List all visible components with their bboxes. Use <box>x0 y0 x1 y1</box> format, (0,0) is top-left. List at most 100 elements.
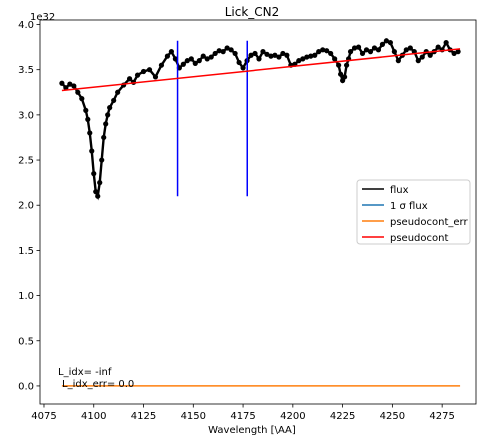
flux-point-64 <box>304 54 310 60</box>
y-tick-label-8: 4.0 <box>18 20 34 31</box>
x-tick-label-8: 4275 <box>429 411 454 422</box>
x-tick-label-2: 4125 <box>131 411 156 422</box>
x-tick-label-4: 4175 <box>230 411 255 422</box>
flux-point-25 <box>140 68 147 75</box>
flux-point-6 <box>83 107 89 113</box>
flux-point-42 <box>216 48 222 54</box>
flux-point-75 <box>342 74 348 80</box>
flux-point-92 <box>403 47 409 53</box>
y-offset-text: 1e32 <box>30 12 55 23</box>
legend-label-sigma-flux: 1 σ flux <box>390 201 428 212</box>
y-tick-label-6: 3.0 <box>18 110 34 121</box>
annotation-l-idx-err: L_idx_err= 0.0 <box>62 379 134 390</box>
flux-point-87 <box>383 38 390 44</box>
flux-point-58 <box>280 50 286 57</box>
x-tick-label-5: 4200 <box>280 411 305 422</box>
y-tick-label-0: 0.0 <box>18 381 34 392</box>
y-tick-label-3: 1.5 <box>18 246 34 257</box>
y-tick-label-7: 3.5 <box>18 65 34 76</box>
flux-point-59 <box>284 52 290 58</box>
flux-point-63 <box>300 56 306 62</box>
flux-point-55 <box>268 53 274 59</box>
flux-point-16 <box>103 121 109 127</box>
flux-point-1 <box>63 85 69 91</box>
flux-point-73 <box>338 71 344 77</box>
flux-point-36 <box>192 60 198 66</box>
flux-point-30 <box>168 49 174 55</box>
y-tick-label-1: 0.5 <box>18 336 34 347</box>
flux-point-46 <box>232 50 238 57</box>
flux-point-12 <box>95 193 101 199</box>
flux-point-98 <box>427 52 433 58</box>
flux-point-34 <box>184 58 190 64</box>
flux-point-38 <box>200 53 206 59</box>
flux-point-104 <box>451 50 457 57</box>
flux-point-65 <box>308 53 314 59</box>
axes-frame <box>39 19 477 405</box>
flux-point-18 <box>107 105 113 111</box>
flux-point-31 <box>172 56 178 62</box>
flux-point-83 <box>367 49 374 55</box>
legend-label-flux: flux <box>390 185 409 196</box>
flux-point-2 <box>67 81 73 87</box>
flux-point-0 <box>59 80 65 86</box>
flux-point-24 <box>134 72 141 78</box>
flux-point-5 <box>79 96 85 102</box>
annotations: L_idx= -inf L_idx_err= 0.0 <box>58 367 134 390</box>
flux-point-33 <box>180 61 186 67</box>
x-tick-label-1: 4100 <box>81 411 106 422</box>
flux-point-80 <box>355 44 362 50</box>
flux-point-53 <box>260 49 266 55</box>
flux-point-17 <box>105 112 111 118</box>
flux-point-86 <box>379 41 386 47</box>
flux-point-20 <box>115 89 121 95</box>
flux-point-100 <box>435 44 441 50</box>
flux-point-57 <box>276 54 282 60</box>
axis-ticks: 4075 4100 4125 4150 4175 4200 4225 4250 4275 0.0 0… <box>18 20 455 422</box>
flux-point-3 <box>71 83 77 89</box>
plot-area <box>59 38 461 387</box>
flux-point-78 <box>347 49 354 55</box>
flux-point-50 <box>248 52 254 58</box>
flux-point-51 <box>252 50 258 57</box>
flux-point-102 <box>443 39 449 46</box>
legend-label-pseudocont-err: pseudocont_err <box>390 217 468 228</box>
flux-point-28 <box>158 62 165 68</box>
flux-point-7 <box>85 116 91 122</box>
flux-point-84 <box>371 45 378 51</box>
flux-point-45 <box>228 47 234 53</box>
legend-frame <box>356 179 471 245</box>
flux-point-8 <box>87 130 93 136</box>
annotation-l-idx: L_idx= -inf <box>58 367 112 378</box>
y-tick-label-2: 1.0 <box>18 291 34 302</box>
flux-point-88 <box>387 39 393 46</box>
flux-point-67 <box>316 49 322 55</box>
flux-point-41 <box>212 50 218 57</box>
flux-point-76 <box>343 62 350 68</box>
flux-point-39 <box>204 56 210 62</box>
flux-point-35 <box>188 56 194 62</box>
series-pseudocont-line <box>61 48 461 92</box>
flux-point-66 <box>312 52 318 58</box>
chart-title: Lick_CN2 <box>225 5 280 19</box>
flux-point-89 <box>391 49 397 55</box>
flux-point-9 <box>89 148 95 154</box>
x-tick-label-3: 4150 <box>181 411 206 422</box>
legend-label-pseudocont: pseudocont <box>390 233 448 244</box>
x-tick-label-6: 4225 <box>330 411 355 422</box>
flux-point-93 <box>407 45 413 51</box>
flux-point-68 <box>320 47 326 53</box>
flux-point-81 <box>359 50 366 57</box>
flux-point-27 <box>152 74 159 80</box>
flux-point-13 <box>97 180 103 186</box>
flux-point-70 <box>328 50 334 57</box>
flux-point-69 <box>324 48 330 54</box>
flux-point-62 <box>296 58 302 64</box>
flux-point-11 <box>93 189 99 195</box>
y-tick-label-4: 2.0 <box>18 201 34 212</box>
flux-point-48 <box>240 65 246 71</box>
flux-point-56 <box>272 52 278 58</box>
flux-point-43 <box>220 49 226 55</box>
legend: flux 1 σ flux pseudocont_err pseudocont <box>356 179 471 245</box>
